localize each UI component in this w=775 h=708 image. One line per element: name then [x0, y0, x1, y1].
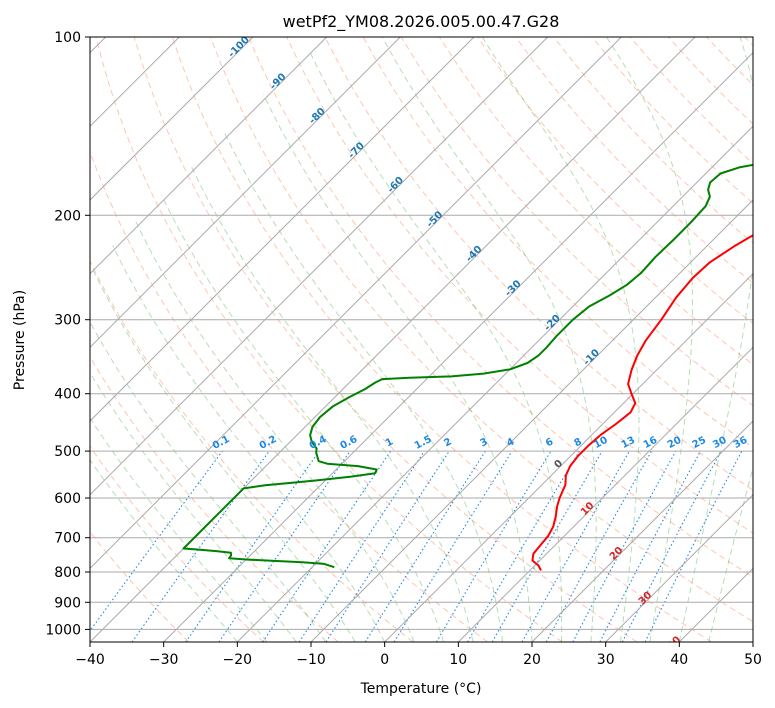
mixing-ratio-label: 6	[544, 436, 555, 449]
mixing-ratio-label: 8	[573, 436, 584, 449]
isotherm-line	[236, 125, 753, 642]
dry-adiabat	[90, 356, 339, 642]
mixing-ratio-line	[644, 450, 743, 642]
isotherm-line	[90, 37, 328, 275]
mixing-ratio-line	[298, 450, 425, 642]
mixing-ratio-line	[325, 450, 450, 642]
mixing-ratio-line	[393, 450, 513, 642]
profile-traces	[182, 163, 753, 571]
moist-adiabat	[90, 321, 327, 642]
dry-adiabat	[133, 37, 638, 642]
chart-title: wetPf2_YM08.2026.005.00.47.G28	[283, 12, 560, 32]
dry-adiabat	[248, 37, 753, 578]
mixing-ratio-line	[572, 450, 677, 642]
y-tick-label: 900	[54, 595, 81, 611]
dry-adiabat	[210, 37, 753, 623]
moist-adiabat	[161, 195, 445, 642]
x-tick-label: 10	[449, 652, 467, 668]
mixing-ratio-line	[521, 450, 630, 642]
y-tick-label: 100	[54, 30, 81, 46]
x-tick-label: −30	[149, 652, 179, 668]
x-tick-label: −40	[75, 652, 105, 668]
moist-adiabat	[381, 37, 597, 642]
y-axis-label: Pressure (hPa)	[12, 290, 28, 390]
moist-adiabat	[678, 37, 753, 642]
background-lines	[90, 37, 753, 642]
dry-adiabat	[95, 37, 563, 642]
isopleth-labels: 0.1 0.2 0.4 0.6 1 1.5 2 3 4 6 8 10 13 16 20 25 30 36-100-…	[211, 37, 750, 652]
y-tick-label: 300	[54, 313, 81, 329]
moist-adiabat	[135, 221, 415, 642]
y-axis-ticks: 100 200 300 400 500 600 700 800 900 1000	[45, 30, 90, 638]
y-tick-label: 500	[54, 444, 81, 460]
moist-adiabat	[606, 37, 693, 642]
moist-adiabat	[481, 37, 640, 642]
mixing-ratio-label: 4	[505, 436, 516, 449]
moist-adiabat	[90, 417, 268, 642]
isotherm-line	[90, 37, 254, 201]
mixing-ratio-label: 3	[479, 436, 490, 449]
moist-adiabat	[263, 94, 533, 642]
moist-adiabat	[190, 165, 474, 642]
y-tick-label: 800	[54, 565, 81, 581]
moist-adiabat	[91, 267, 356, 642]
x-axis-label: Temperature (°C)	[360, 681, 482, 697]
x-tick-label: 20	[523, 652, 541, 668]
dry-adiabat	[171, 37, 712, 642]
moist-adiabat	[708, 465, 753, 642]
moist-adiabat	[308, 49, 563, 642]
dry-adiabat	[324, 37, 753, 491]
isotherm-line	[90, 37, 622, 570]
y-tick-label: 400	[54, 387, 81, 403]
mixing-ratio-line	[131, 450, 270, 642]
mixing-ratio-label: 2	[442, 436, 453, 449]
y-tick-label: 1000	[45, 622, 81, 638]
profile-line	[531, 234, 753, 571]
isotherm-line	[90, 37, 549, 496]
mixing-ratio-line	[90, 450, 223, 632]
mixing-ratio-line	[218, 450, 351, 642]
x-tick-label: 0	[380, 652, 389, 668]
isotherm-line	[384, 272, 753, 642]
isotherm-label: 40	[666, 634, 684, 652]
y-tick-label: 600	[54, 491, 81, 507]
x-tick-label: 30	[597, 652, 615, 668]
dry-adiabat	[90, 259, 414, 642]
profile-line	[182, 163, 753, 569]
isotherm-line	[310, 199, 753, 642]
dry-adiabat	[286, 37, 753, 534]
isotherm-line	[90, 37, 401, 349]
x-tick-label: 50	[744, 652, 762, 668]
skewed-isotherms	[90, 37, 753, 642]
mixing-ratio-line	[545, 450, 653, 642]
moist-adiabat	[90, 459, 238, 642]
isotherm-line	[531, 420, 753, 642]
moist-adiabat	[112, 245, 386, 642]
dry-adiabat	[515, 37, 753, 284]
x-tick-label: 40	[670, 652, 688, 668]
y-tick-label: 200	[54, 208, 81, 224]
isotherm-line	[163, 51, 753, 642]
mixing-ratio-label: 1	[384, 436, 395, 449]
dry-adiabat	[90, 445, 264, 642]
x-axis-ticks: −40 −30 −20 −10 0 10 20 30 40 50	[75, 642, 762, 668]
pressure-gridlines	[90, 37, 753, 630]
isotherm-line	[457, 346, 753, 642]
mixing-ratio-line	[185, 450, 320, 642]
x-tick-label: −10	[296, 652, 326, 668]
plot-frame	[89, 36, 754, 643]
mixing-ratio-line	[262, 450, 392, 642]
isotherm-line	[90, 37, 475, 422]
x-tick-label: −20	[223, 652, 253, 668]
y-tick-label: 700	[54, 531, 81, 547]
isotherm-line	[605, 493, 753, 642]
